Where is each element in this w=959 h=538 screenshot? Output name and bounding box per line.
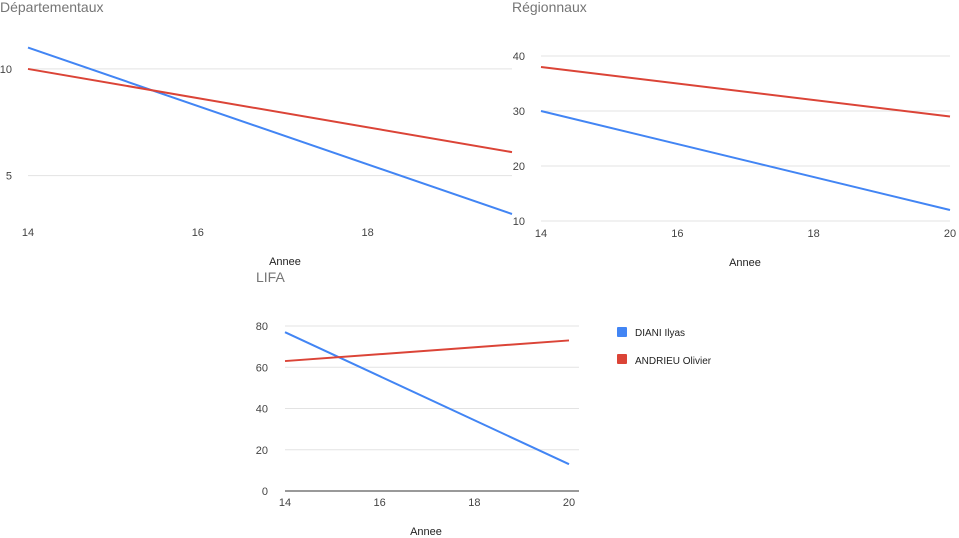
x-tick-label: 18 bbox=[808, 228, 820, 240]
x-tick-label: 16 bbox=[671, 228, 683, 240]
series-line-diani bbox=[540, 110, 951, 211]
x-tick-label: 20 bbox=[944, 228, 956, 240]
y-tick-label: 80 bbox=[256, 321, 268, 333]
chart-lifa: LIFA Annee 0 20 40 60 80 14 16 18 20 bbox=[256, 269, 579, 538]
chart-title: Départementaux bbox=[0, 0, 104, 15]
y-tick-label: 10 bbox=[0, 64, 12, 76]
chart-regionnaux: Régionnaux Annee 10 20 30 40 14 16 18 20 bbox=[512, 0, 956, 269]
x-tick-label: 16 bbox=[192, 227, 204, 239]
series-line-diani bbox=[27, 46, 513, 215]
x-tick-label: 18 bbox=[362, 227, 374, 239]
series-line-diani bbox=[284, 331, 570, 466]
series-line-andrieu bbox=[27, 67, 513, 154]
x-axis-label: Annee bbox=[269, 256, 301, 268]
series-line-andrieu bbox=[284, 339, 570, 363]
y-tick-label: 10 bbox=[513, 216, 525, 228]
series-line-andrieu bbox=[540, 66, 951, 118]
y-tick-label: 60 bbox=[256, 362, 268, 374]
x-tick-label: 20 bbox=[563, 497, 575, 509]
x-tick-label: 14 bbox=[535, 228, 547, 240]
x-tick-label: 14 bbox=[279, 497, 291, 509]
x-axis-label: Annee bbox=[410, 526, 442, 538]
y-tick-label: 30 bbox=[513, 106, 525, 118]
x-tick-label: 14 bbox=[22, 227, 34, 239]
chart-title: Régionnaux bbox=[512, 0, 587, 15]
legend-swatch-diani bbox=[617, 327, 627, 337]
y-tick-label: 20 bbox=[513, 161, 525, 173]
legend: DIANI Ilyas ANDRIEU Olivier bbox=[617, 327, 712, 367]
y-tick-label: 0 bbox=[262, 486, 268, 498]
x-axis-label: Annee bbox=[729, 257, 761, 269]
x-tick-label: 16 bbox=[374, 497, 386, 509]
legend-swatch-andrieu bbox=[617, 354, 627, 364]
y-tick-label: 40 bbox=[256, 404, 268, 416]
chart-departementaux: Départementaux Annee 5 10 14 16 18 bbox=[0, 0, 513, 268]
legend-label-andrieu: ANDRIEU Olivier bbox=[635, 356, 712, 367]
y-tick-label: 20 bbox=[256, 445, 268, 457]
y-tick-label: 5 bbox=[6, 171, 12, 183]
y-tick-label: 40 bbox=[513, 51, 525, 63]
x-tick-label: 18 bbox=[468, 497, 480, 509]
chart-title: LIFA bbox=[256, 269, 285, 285]
legend-label-diani: DIANI Ilyas bbox=[635, 328, 685, 339]
